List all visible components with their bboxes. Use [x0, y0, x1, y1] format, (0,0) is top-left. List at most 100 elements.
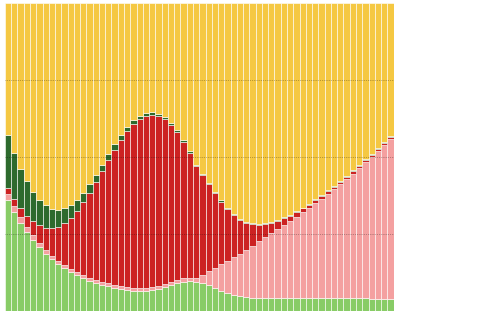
Bar	[350, 171, 356, 174]
Bar	[375, 151, 381, 299]
Bar	[262, 3, 268, 223]
Bar	[124, 127, 130, 131]
Bar	[130, 124, 137, 288]
Bar	[306, 3, 312, 203]
Bar	[369, 154, 375, 157]
Bar	[87, 281, 92, 311]
Bar	[36, 247, 42, 311]
Bar	[199, 3, 206, 174]
Bar	[243, 3, 249, 222]
Bar	[306, 203, 312, 204]
Bar	[74, 3, 80, 199]
Bar	[300, 298, 306, 311]
Bar	[369, 157, 375, 299]
Bar	[356, 168, 362, 299]
Bar	[105, 286, 112, 311]
Bar	[262, 298, 268, 311]
Bar	[187, 278, 193, 281]
Bar	[24, 181, 30, 216]
Bar	[187, 281, 193, 311]
Bar	[105, 154, 112, 160]
Bar	[80, 192, 87, 202]
Bar	[256, 241, 262, 298]
Bar	[149, 3, 155, 112]
Bar	[262, 224, 268, 237]
Bar	[293, 217, 300, 298]
Legend: 	[404, 151, 416, 163]
Bar	[99, 282, 105, 285]
Bar	[318, 3, 325, 195]
Bar	[293, 211, 300, 212]
Bar	[249, 297, 256, 311]
Bar	[5, 194, 11, 200]
Bar	[387, 137, 394, 138]
Bar	[350, 299, 356, 311]
Bar	[199, 176, 206, 275]
Bar	[67, 269, 74, 272]
Bar	[62, 265, 67, 268]
Bar	[231, 257, 237, 295]
Bar	[130, 3, 137, 120]
Bar	[42, 3, 49, 205]
Bar	[55, 227, 62, 261]
Bar	[149, 290, 155, 311]
Bar	[256, 224, 262, 225]
Bar	[155, 3, 162, 114]
Bar	[87, 3, 92, 184]
Bar	[42, 228, 49, 250]
Bar	[36, 225, 42, 243]
Bar	[124, 287, 130, 290]
Bar	[237, 254, 243, 296]
Bar	[11, 207, 17, 212]
Bar	[112, 149, 118, 285]
Bar	[181, 140, 187, 142]
Bar	[118, 289, 124, 311]
Bar	[312, 199, 318, 200]
Bar	[137, 3, 143, 116]
Bar	[249, 223, 256, 224]
Bar	[5, 188, 11, 194]
Bar	[155, 114, 162, 116]
Bar	[187, 151, 193, 153]
Bar	[243, 222, 249, 223]
Bar	[325, 190, 331, 192]
Bar	[168, 285, 174, 311]
Bar	[262, 237, 268, 298]
Bar	[67, 205, 74, 218]
Bar	[24, 227, 30, 232]
Bar	[293, 298, 300, 311]
Bar	[275, 229, 281, 298]
Bar	[369, 299, 375, 311]
Bar	[112, 3, 118, 144]
Bar	[287, 298, 293, 311]
Bar	[87, 184, 92, 193]
Bar	[268, 223, 275, 233]
Bar	[312, 3, 318, 199]
Bar	[67, 218, 74, 269]
Bar	[268, 222, 275, 223]
Bar	[375, 148, 381, 149]
Bar	[155, 289, 162, 311]
Bar	[375, 3, 381, 148]
Bar	[256, 3, 262, 224]
Bar	[137, 119, 143, 288]
Bar	[149, 112, 155, 115]
Bar	[224, 3, 231, 208]
Bar	[231, 214, 237, 215]
Bar	[55, 210, 62, 227]
Bar	[36, 243, 42, 247]
Bar	[162, 3, 168, 117]
Bar	[143, 291, 149, 311]
Bar	[80, 202, 87, 275]
Bar	[105, 3, 112, 154]
Bar	[168, 123, 174, 125]
Bar	[162, 284, 168, 287]
Bar	[275, 221, 281, 229]
Bar	[362, 162, 369, 299]
Bar	[243, 297, 249, 311]
Bar	[130, 288, 137, 291]
Bar	[67, 272, 74, 311]
Bar	[237, 3, 243, 219]
Bar	[11, 153, 17, 199]
Bar	[49, 259, 55, 311]
